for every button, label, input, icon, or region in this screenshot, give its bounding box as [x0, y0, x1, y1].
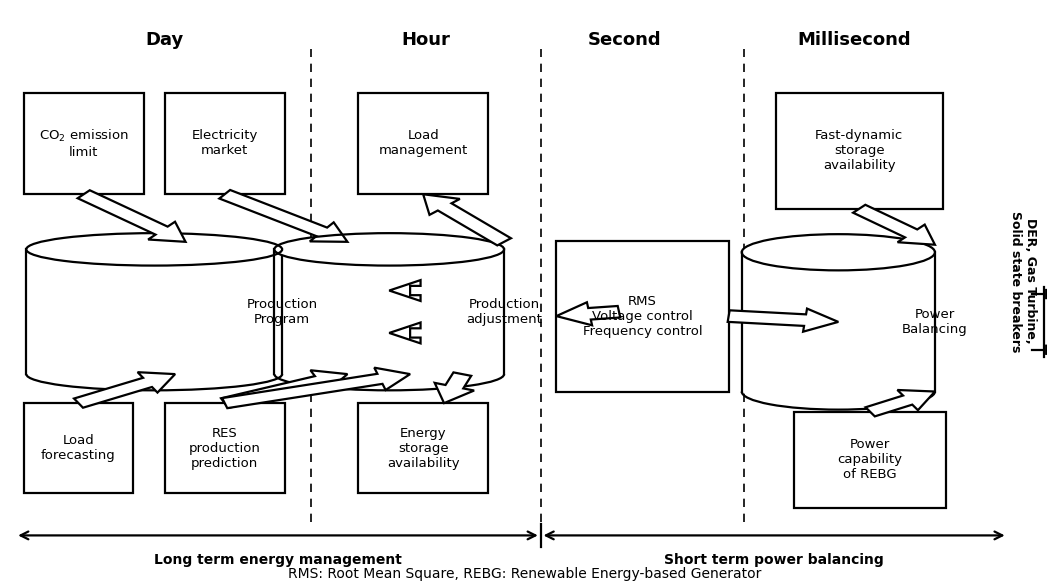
Text: Power
capability
of REBG: Power capability of REBG [838, 438, 903, 481]
Text: Short term power balancing: Short term power balancing [665, 553, 884, 567]
FancyBboxPatch shape [165, 93, 285, 194]
Ellipse shape [741, 234, 934, 270]
Polygon shape [853, 205, 934, 245]
Text: CO$_2$ emission
limit: CO$_2$ emission limit [39, 128, 129, 159]
Text: Energy
storage
availability: Energy storage availability [386, 427, 460, 469]
Ellipse shape [26, 233, 282, 265]
Text: Hour: Hour [401, 32, 450, 49]
FancyBboxPatch shape [165, 403, 285, 493]
Polygon shape [274, 250, 504, 374]
Polygon shape [222, 370, 348, 408]
FancyBboxPatch shape [24, 403, 133, 493]
Polygon shape [556, 302, 621, 325]
Text: Power
Balancing: Power Balancing [902, 308, 968, 336]
Text: Electricity
market: Electricity market [191, 130, 258, 158]
FancyBboxPatch shape [795, 412, 946, 507]
Text: Second: Second [587, 32, 662, 49]
FancyBboxPatch shape [776, 93, 943, 209]
Text: Load
management: Load management [379, 130, 468, 158]
FancyBboxPatch shape [556, 241, 729, 391]
Polygon shape [741, 252, 934, 391]
Text: Production
adjustment: Production adjustment [466, 298, 542, 326]
Polygon shape [390, 280, 421, 301]
Text: DER, Gas Turbine,
Solid state breakers: DER, Gas Turbine, Solid state breakers [1009, 210, 1037, 352]
Text: RMS: Root Mean Square, REBG: Renewable Energy-based Generator: RMS: Root Mean Square, REBG: Renewable E… [289, 567, 761, 581]
Text: Load
forecasting: Load forecasting [41, 434, 116, 462]
Text: Long term energy management: Long term energy management [154, 553, 402, 567]
Polygon shape [78, 190, 186, 242]
FancyBboxPatch shape [358, 93, 488, 194]
Polygon shape [26, 250, 282, 374]
Polygon shape [75, 372, 175, 408]
Text: RMS
Voltage control
Frequency control: RMS Voltage control Frequency control [583, 295, 702, 338]
Polygon shape [423, 194, 511, 246]
Text: Day: Day [146, 32, 184, 49]
FancyBboxPatch shape [24, 93, 144, 194]
Polygon shape [219, 190, 348, 242]
Text: RES
production
prediction: RES production prediction [189, 427, 260, 469]
Polygon shape [1046, 285, 1050, 304]
Polygon shape [390, 322, 421, 343]
Polygon shape [223, 367, 411, 408]
Polygon shape [435, 372, 475, 403]
Polygon shape [865, 390, 934, 417]
Text: Production
Program: Production Program [247, 298, 318, 326]
Ellipse shape [274, 233, 504, 265]
Polygon shape [1046, 340, 1050, 359]
Polygon shape [728, 309, 838, 332]
FancyBboxPatch shape [358, 403, 488, 493]
Text: Millisecond: Millisecond [797, 32, 910, 49]
Text: Fast-dynamic
storage
availability: Fast-dynamic storage availability [815, 130, 903, 172]
